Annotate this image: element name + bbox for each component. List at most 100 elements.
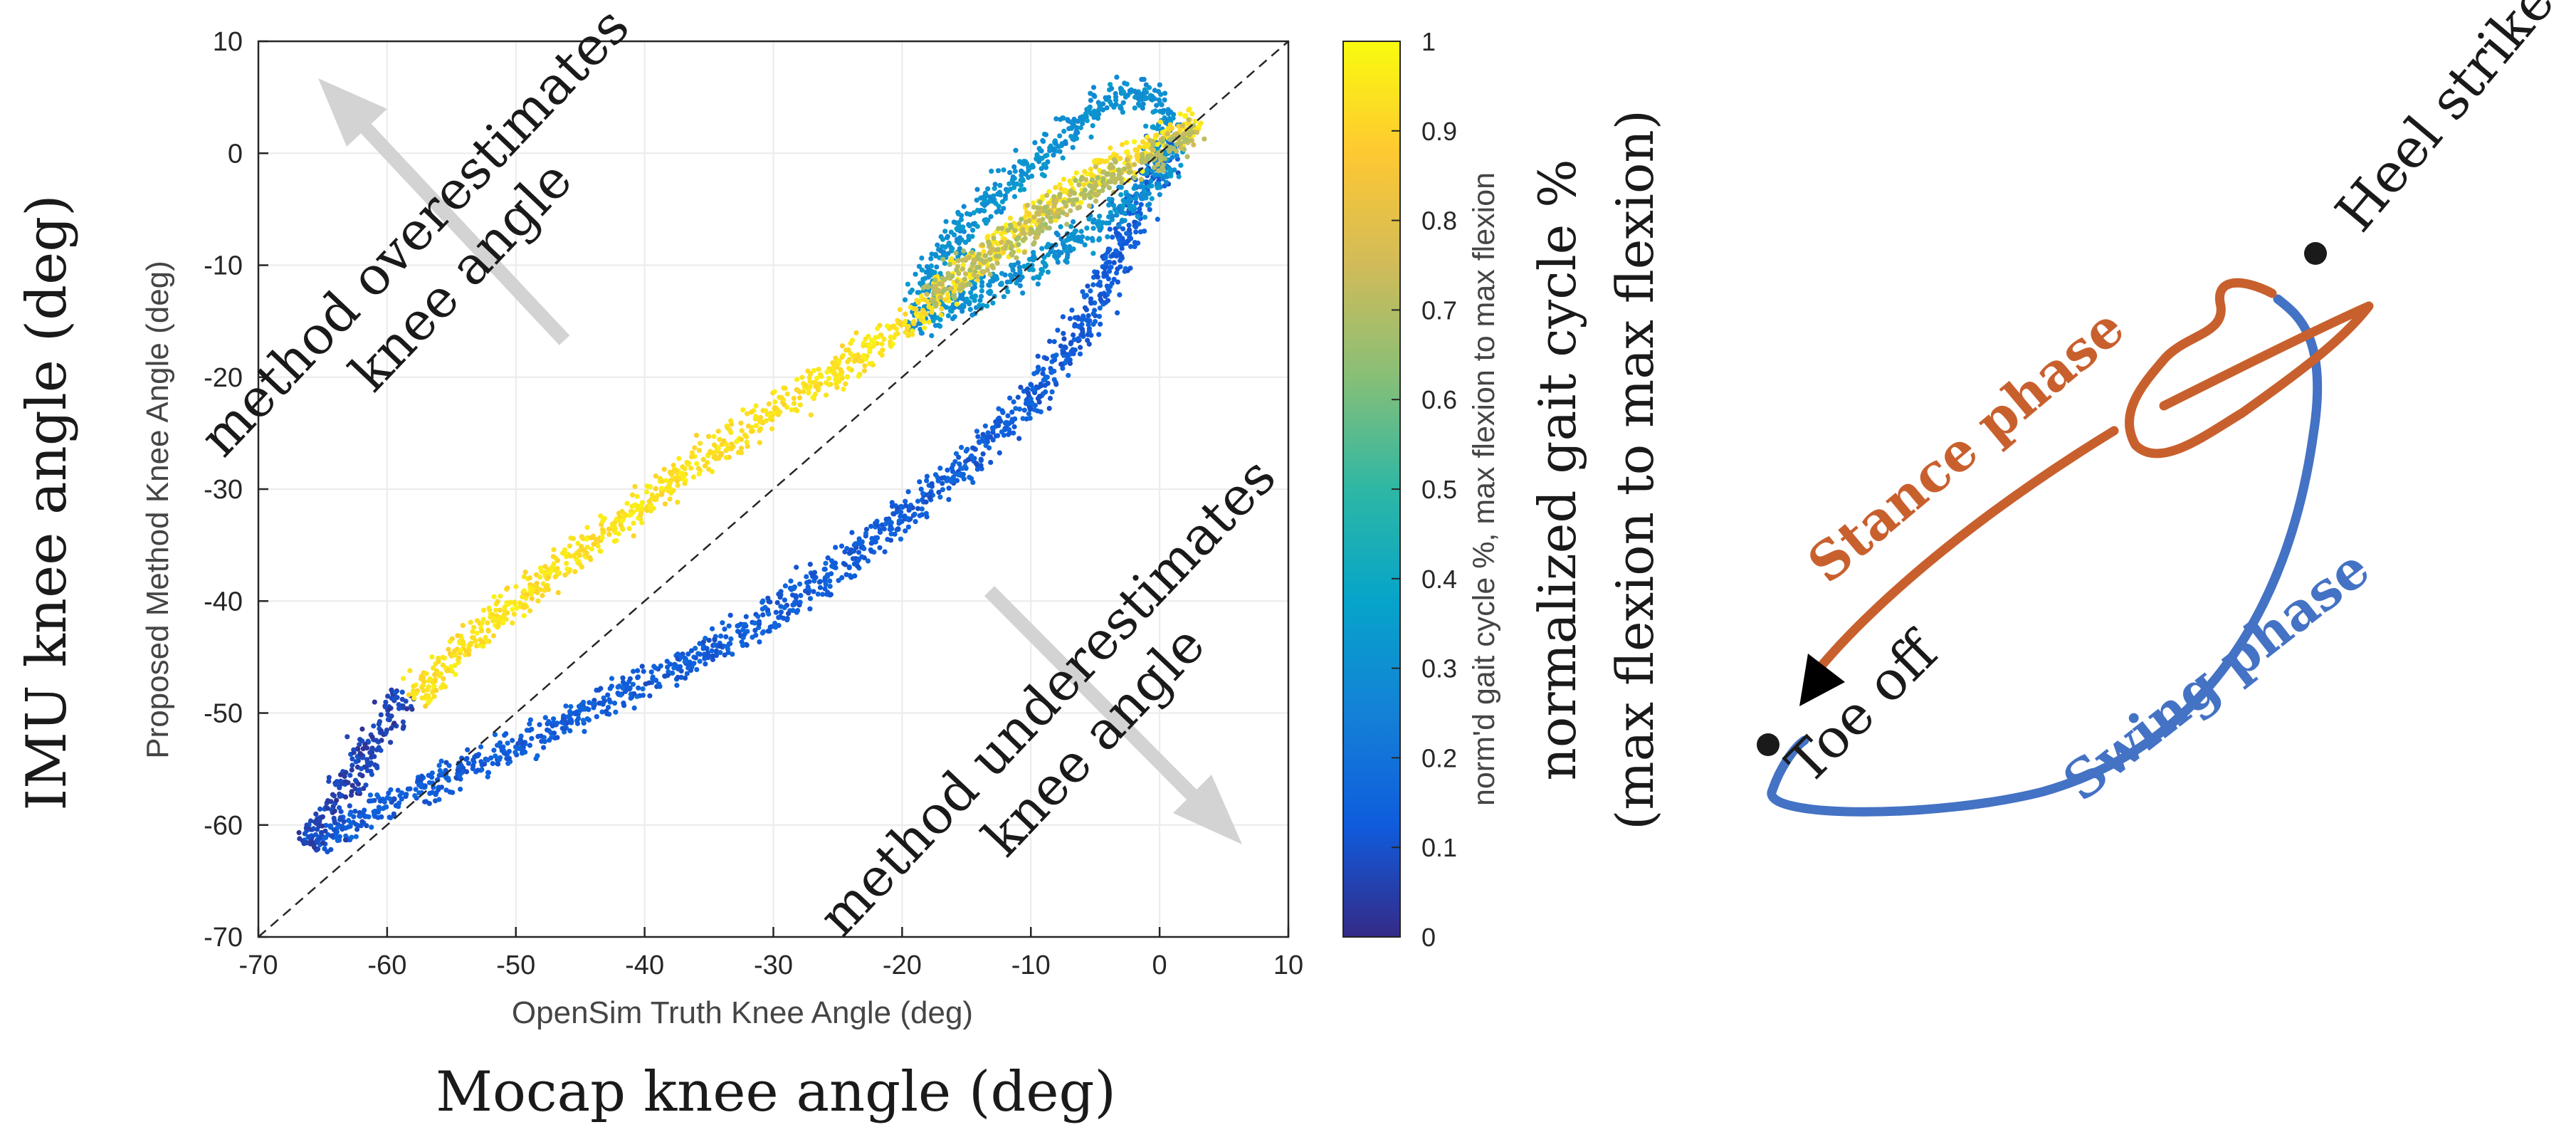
data-point: [579, 535, 586, 541]
data-point: [841, 387, 846, 392]
data-point: [1088, 166, 1093, 172]
data-point: [426, 772, 431, 778]
data-point: [505, 740, 510, 746]
data-point: [1154, 181, 1160, 187]
data-point: [853, 330, 859, 335]
data-point: [706, 637, 712, 643]
data-point: [485, 757, 490, 763]
stance-foot-curve: [2124, 278, 2374, 459]
scatter-points: [296, 74, 1207, 854]
data-point: [446, 763, 452, 768]
data-point: [877, 530, 883, 535]
data-point: [1117, 292, 1123, 298]
data-point: [1126, 227, 1132, 233]
data-point: [928, 263, 934, 269]
data-point: [611, 701, 618, 706]
data-point: [554, 567, 559, 572]
data-point: [1008, 279, 1014, 285]
data-point: [418, 676, 424, 682]
data-point: [722, 627, 727, 632]
data-point: [728, 636, 734, 642]
data-point: [991, 193, 997, 199]
data-point: [1174, 153, 1179, 159]
data-point: [1018, 182, 1024, 188]
data-point: [1092, 192, 1098, 197]
data-point: [529, 735, 535, 741]
data-point: [1132, 139, 1137, 145]
data-point: [817, 372, 824, 377]
data-point: [934, 289, 940, 295]
data-point: [1071, 219, 1076, 225]
data-point: [675, 651, 680, 657]
data-point: [759, 599, 765, 605]
data-point: [355, 781, 361, 787]
data-point: [730, 651, 735, 657]
data-point: [769, 426, 775, 431]
data-point: [1040, 137, 1046, 144]
data-point: [450, 652, 456, 658]
data-point: [1073, 228, 1079, 234]
data-point: [829, 563, 835, 569]
data-point: [423, 703, 429, 709]
data-point: [979, 279, 985, 285]
data-point: [648, 669, 654, 675]
data-point: [984, 439, 990, 445]
data-point: [375, 809, 381, 815]
data-point: [485, 774, 490, 780]
data-point: [1079, 322, 1085, 328]
data-point: [1047, 145, 1053, 151]
data-point: [961, 204, 967, 209]
data-point: [968, 290, 974, 295]
data-point: [1093, 164, 1098, 169]
data-point: [778, 609, 784, 615]
data-point: [1132, 183, 1138, 189]
data-point: [567, 543, 573, 549]
data-point: [493, 753, 498, 759]
data-point: [1095, 115, 1101, 121]
data-point: [1100, 158, 1105, 164]
data-point: [1009, 275, 1015, 281]
data-point: [1167, 166, 1172, 172]
colorbar-tick-label: 0.7: [1421, 295, 1457, 325]
data-point: [1174, 142, 1180, 147]
data-point: [343, 770, 349, 775]
data-point: [980, 439, 987, 444]
data-point: [808, 412, 814, 418]
data-point: [1047, 338, 1053, 344]
data-point: [881, 336, 887, 342]
data-point: [491, 748, 497, 753]
data-point: [836, 358, 842, 364]
data-point: [1125, 192, 1131, 198]
data-point: [490, 633, 497, 639]
data-point: [797, 581, 803, 587]
data-point: [629, 512, 634, 518]
data-point: [693, 655, 699, 661]
data-point: [1061, 177, 1066, 182]
data-point: [404, 706, 410, 712]
data-point: [1051, 249, 1057, 255]
data-point: [360, 746, 366, 752]
data-point: [996, 204, 1002, 209]
data-point: [514, 605, 520, 611]
data-point: [352, 777, 359, 783]
data-point: [973, 461, 979, 466]
data-point: [1106, 197, 1112, 202]
data-point: [1157, 154, 1163, 161]
data-point: [717, 650, 723, 656]
data-point: [925, 269, 930, 275]
data-point: [1155, 142, 1160, 147]
data-point: [1048, 249, 1053, 255]
x-tick-label: -30: [754, 950, 793, 980]
data-point: [1061, 330, 1066, 336]
data-point: [905, 524, 911, 530]
data-point: [416, 790, 422, 796]
data-point: [791, 401, 797, 407]
data-point: [651, 664, 657, 669]
data-point: [1057, 149, 1063, 154]
data-point: [932, 283, 938, 290]
data-point: [970, 285, 976, 291]
data-point: [1146, 191, 1152, 197]
data-point: [950, 316, 956, 322]
data-point: [600, 527, 606, 533]
data-point: [1040, 268, 1046, 273]
